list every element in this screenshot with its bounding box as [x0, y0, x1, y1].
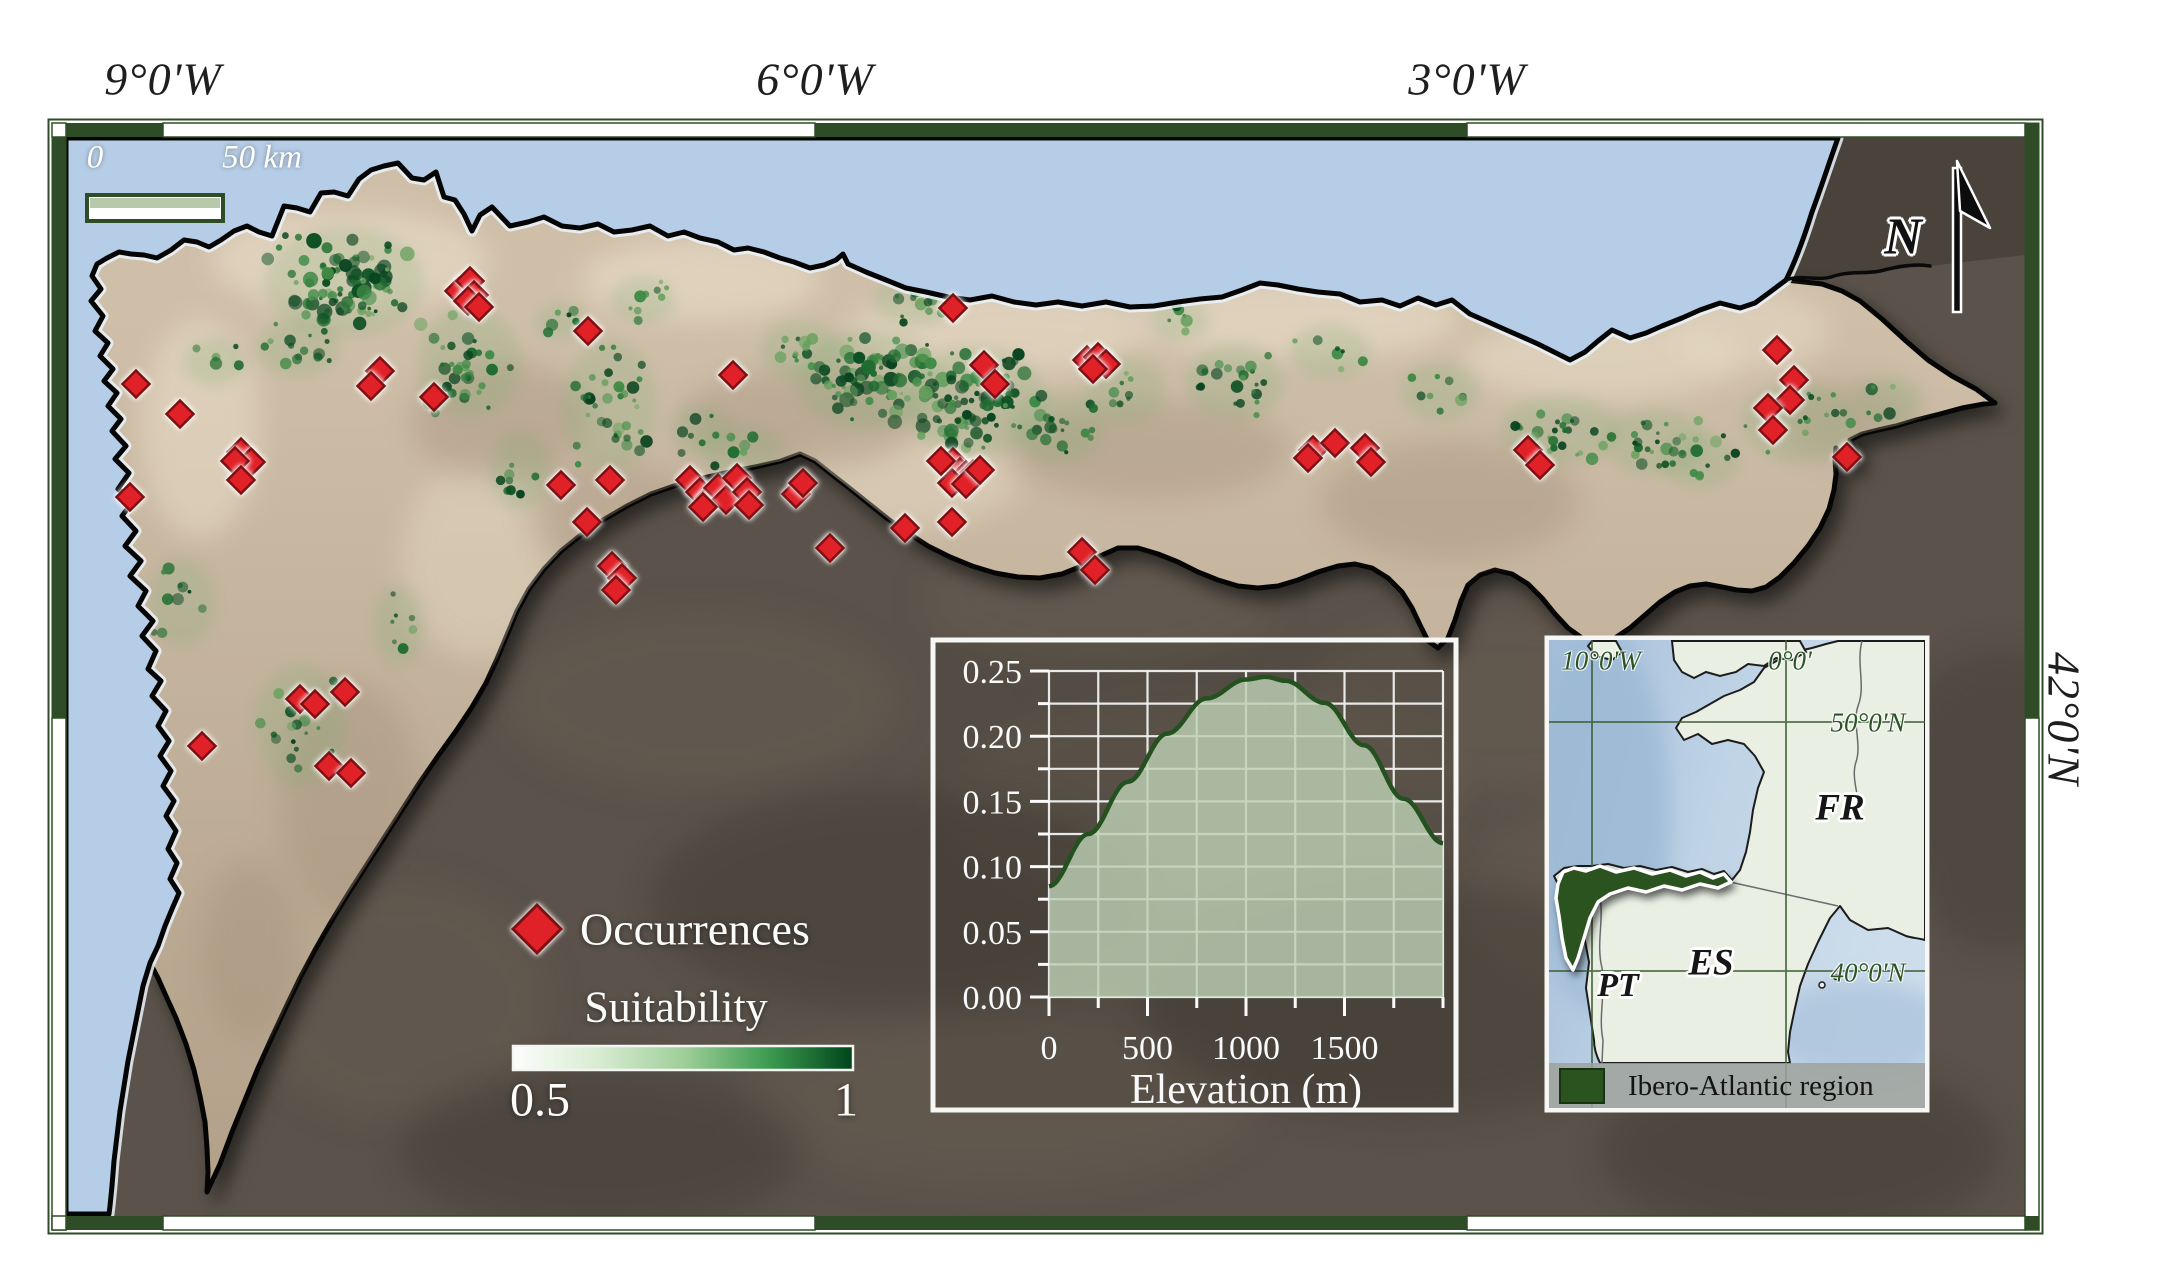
occurrence-point: [120, 368, 152, 400]
scale-start-label: 0: [86, 139, 104, 176]
occurrence-point: [687, 491, 719, 523]
occurrence-point: [114, 481, 146, 513]
scale-bar: [85, 193, 225, 223]
occurrence-point: [1066, 536, 1098, 568]
chart-ytick-label: 0.05: [963, 915, 1023, 952]
occurrence-point: [571, 506, 603, 538]
chart-ytick-label: 0.20: [963, 719, 1023, 756]
occurrence-point: [1077, 353, 1109, 385]
occurrence-point: [814, 532, 846, 564]
occurrence-point: [710, 484, 742, 516]
occurrences-legend-label: Occurrences: [580, 903, 810, 955]
occurrence-point: [925, 445, 957, 477]
occurrence-point: [594, 464, 626, 496]
chart-xtick-label: 1000: [1212, 1030, 1280, 1067]
scale-end-label: 50 km: [222, 139, 302, 176]
occurrence-point: [1292, 442, 1324, 474]
north-label: N: [1884, 208, 1922, 266]
axis-label-42n: 42°0'N: [2038, 652, 2090, 786]
occurrence-point: [964, 454, 996, 486]
chart-ytick-label: 0.15: [963, 784, 1023, 821]
inset-label-pt: PT: [1597, 967, 1639, 1004]
chart-axes: 0.00 0.05 0.10 0.15 0.20 0.25 0 500 1000 1500Elev…: [963, 654, 1445, 1113]
chart-series: [1048, 674, 1444, 997]
axis-label-9w: 9°0'W: [104, 53, 222, 105]
coastlines: [66, 138, 1932, 1214]
occurrence-diamond-icon: [510, 902, 564, 956]
occurrence-point: [717, 359, 749, 391]
chart-xtick-label: 500: [1122, 1030, 1173, 1067]
inset-label-10w: 10°0'W: [1561, 645, 1641, 676]
inset-borders: [1598, 640, 1863, 1064]
occurrence-point: [600, 574, 632, 606]
inset-label-es: ES: [1688, 942, 1734, 984]
chart-ytick-label: 0.00: [963, 980, 1023, 1017]
occurrence-point: [463, 291, 495, 323]
occurrence-point: [225, 464, 257, 496]
suitability-max-label: 1: [834, 1073, 858, 1127]
occurrence-point: [299, 688, 331, 720]
inset-label-0: 0°0': [1768, 645, 1812, 676]
occurrence-point: [936, 506, 968, 538]
inset-legend-band: [1549, 1063, 1925, 1108]
occurrence-point: [186, 730, 218, 762]
inset-label-fr: FR: [1815, 787, 1865, 829]
occurrence-point: [313, 750, 345, 782]
axis-label-6w: 6°0'W: [756, 53, 874, 105]
occurrence-point: [1524, 449, 1556, 481]
occurrence-point: [1079, 554, 1111, 586]
occurrence-point: [937, 292, 969, 324]
chart-xlabel: Elevation (m): [1130, 1067, 1362, 1113]
inset-legend-swatch: [1559, 1068, 1605, 1104]
occurrence-point: [572, 315, 604, 347]
occurrence-point: [1355, 446, 1387, 478]
france-land: [1786, 138, 2025, 280]
occurrence-point: [979, 368, 1011, 400]
occurrence-point: [1757, 414, 1789, 446]
occurrence-point: [355, 370, 387, 402]
axis-label-3w: 3°0'W: [1408, 53, 1526, 105]
inset-label-50n: 50°0'N: [1830, 707, 1906, 738]
occurrence-point: [968, 349, 1000, 381]
suitability-gradient-bar: [511, 1044, 855, 1072]
occurrence-point: [418, 381, 450, 413]
elevation-chart: 0.00 0.05 0.10 0.15 0.20 0.25 0 500 1000 1500Elev…: [930, 637, 1459, 1113]
chart-curve: [1048, 674, 1444, 889]
suitability-min-label: 0.5: [510, 1073, 570, 1127]
occurrence-point: [1761, 334, 1793, 366]
occurrence-point: [733, 489, 765, 521]
occurrence-point: [1831, 441, 1863, 473]
inset-region-polygon: [1554, 864, 1733, 972]
occurrence-point: [1319, 427, 1351, 459]
chart-area-fill: [1049, 676, 1443, 997]
inset-ireland: [1586, 640, 1624, 662]
occurrence-points: [114, 265, 1863, 789]
north-arrow-icon: [1951, 159, 1992, 314]
occurrence-point: [329, 676, 361, 708]
inset-legend-label: Ibero-Atlantic region: [1628, 1070, 1874, 1102]
inset-label-40n: 40°0'N: [1830, 957, 1906, 988]
chart-xtick-label: 0: [1041, 1030, 1058, 1067]
country-border-line: [1784, 263, 1932, 282]
occurrence-point: [1774, 384, 1806, 416]
occurrence-point: [545, 469, 577, 501]
occurrence-point: [787, 467, 819, 499]
suitability-patches: [148, 227, 1922, 787]
occurrence-point: [164, 398, 196, 430]
inset-britain: [1670, 640, 1808, 680]
chart-xtick-label: 1500: [1311, 1030, 1379, 1067]
chart-ytick-label: 0.10: [963, 850, 1023, 887]
chart-ytick-label: 0.25: [963, 654, 1023, 691]
main-map: [66, 137, 2025, 1216]
inset-map: [1544, 635, 1930, 1113]
occurrence-point: [889, 512, 921, 544]
suitability-legend-label: Suitability: [584, 982, 768, 1032]
occurrence-point: [335, 757, 367, 789]
